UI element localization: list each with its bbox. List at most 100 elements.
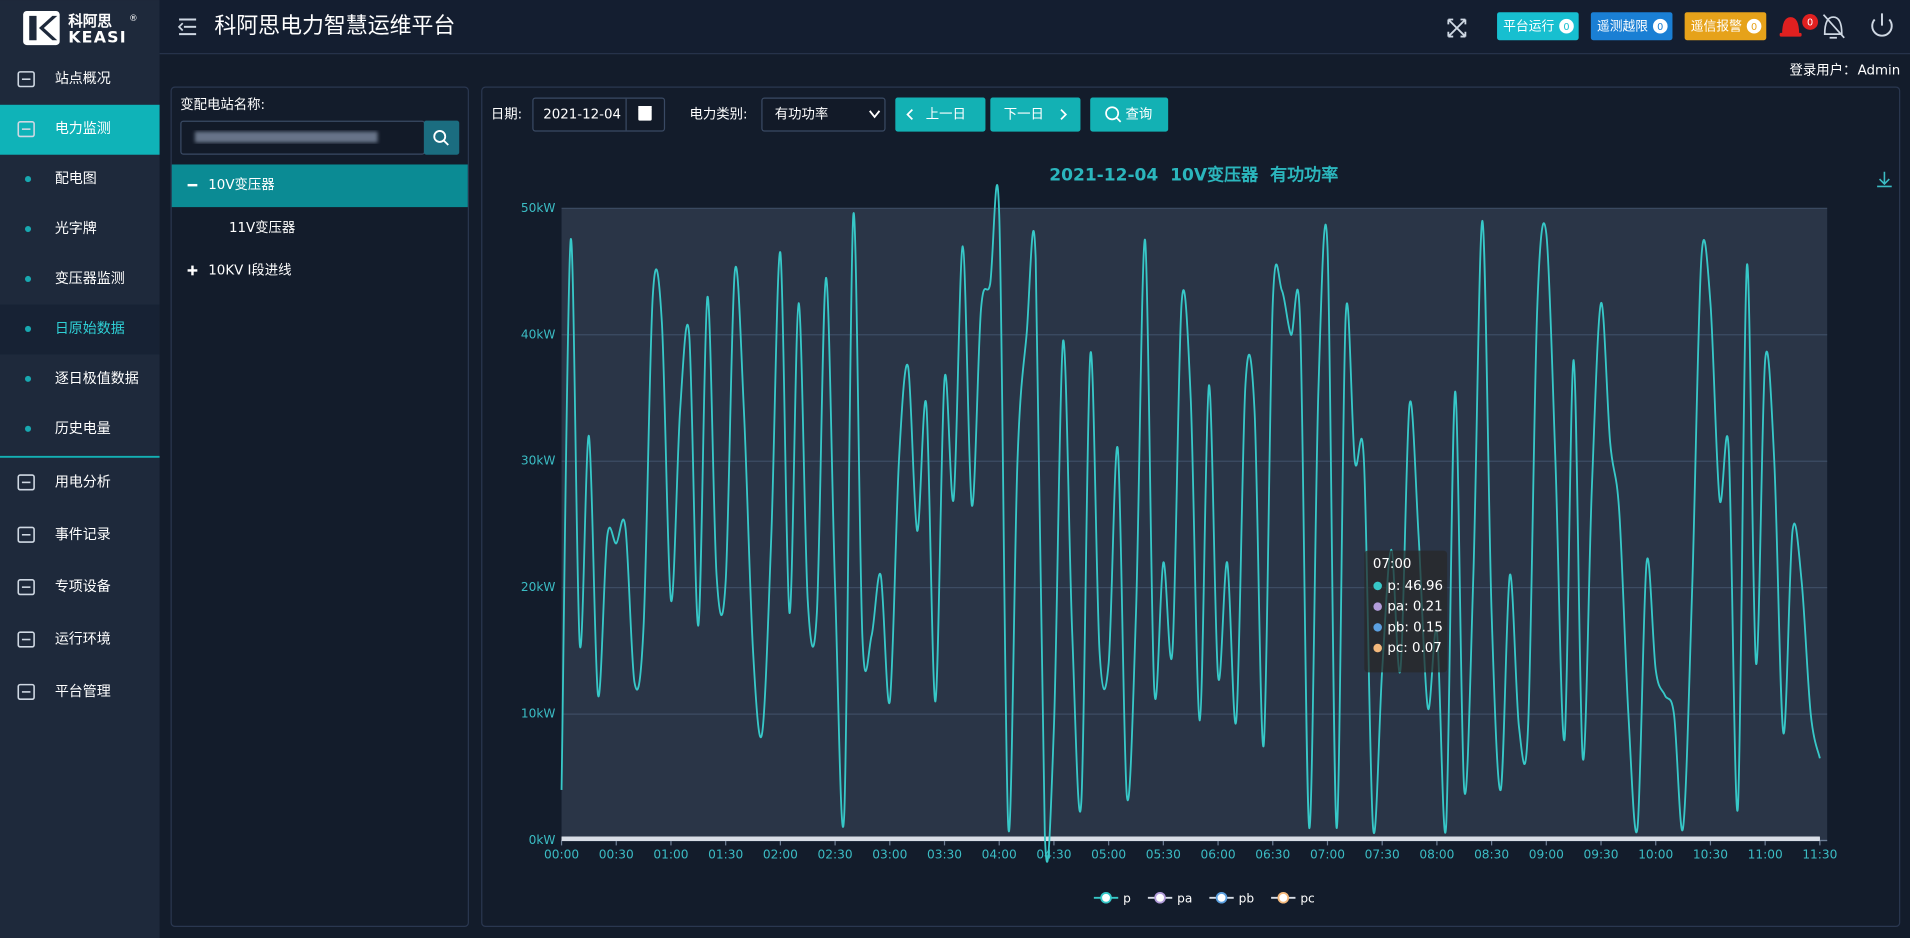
download-button[interactable]	[1877, 171, 1892, 188]
x-tick-label: 11:00	[1748, 848, 1783, 862]
submenu-dot	[24, 225, 32, 233]
type-label: 电力类别:	[689, 107, 747, 123]
submenu-item[interactable]: 光字牌	[55, 220, 97, 237]
user-name: Admin	[1858, 64, 1901, 79]
menu-item[interactable]: 电力监测	[55, 121, 111, 137]
tooltip-dot	[1373, 643, 1382, 653]
tree-node[interactable]: 10KV Ⅰ段进线	[208, 262, 291, 278]
legend-marker	[1215, 891, 1228, 904]
submenu-item[interactable]: 变压器监测	[55, 271, 125, 287]
x-tick-label: 01:00	[653, 848, 688, 862]
query-circle	[1105, 106, 1120, 121]
submenu-item[interactable]: 逐日极值数据	[55, 371, 139, 387]
legend-marker	[1100, 891, 1112, 904]
submenu-item[interactable]: 配电图	[55, 171, 97, 187]
menu-icon	[17, 71, 35, 88]
prev-day-button[interactable]	[895, 97, 986, 132]
tooltip-dot	[1373, 602, 1382, 611]
menu-toggle[interactable]	[177, 18, 197, 36]
alarm-count: 0	[1807, 18, 1813, 29]
x-tick-label: 10:00	[1638, 848, 1673, 862]
legend-marker	[1154, 891, 1166, 904]
query-text: 查询	[1126, 107, 1153, 123]
legend-label[interactable]: p	[1123, 891, 1131, 905]
bell-mute[interactable]	[1822, 14, 1845, 39]
badge-dot	[1559, 18, 1574, 34]
tree-node[interactable]: 10V变压器	[208, 177, 274, 193]
dynamic-layer: 平台运行 0 遥测越限 0 遥信报警 0 站点概况电力监测配电图光字牌变压器监测日原始数据逐…	[0, 12, 1837, 905]
x-tick-label: 04:30	[1036, 848, 1071, 862]
menu-item[interactable]: 专项设备	[55, 578, 111, 595]
submenu-item[interactable]: 日原始数据	[55, 321, 125, 337]
app-title: 科阿思电力智慧运维平台	[214, 14, 455, 39]
submenu-dot	[24, 375, 32, 382]
status-badge[interactable]	[1590, 12, 1673, 41]
prev-day-text: 上一日	[926, 107, 966, 123]
query-button[interactable]	[1090, 97, 1169, 132]
menu-item[interactable]: 用电分析	[55, 474, 111, 490]
y-tick-label: 0kW	[529, 833, 556, 847]
station-search-button[interactable]	[423, 120, 460, 155]
badge-label: 遥信报警	[1691, 18, 1742, 34]
station-panel	[170, 86, 469, 928]
menu-icon	[17, 683, 35, 701]
status-badge[interactable]	[1684, 12, 1767, 41]
bell-icon	[1782, 17, 1800, 35]
tooltip-item: pa: 0.21	[1387, 600, 1442, 615]
badge-label: 遥测越限	[1597, 19, 1648, 34]
menu-icon	[17, 631, 35, 648]
tooltip-item: p: 46.96	[1387, 579, 1443, 594]
x-tick-label: 01:30	[708, 848, 743, 862]
badge-count: 0	[1751, 22, 1757, 33]
query-icon	[1105, 106, 1122, 123]
power-button[interactable]	[1871, 13, 1893, 37]
tooltip-item: pc: 0.07	[1387, 641, 1441, 656]
y-tick-label: 40kW	[521, 327, 556, 341]
date-input[interactable]	[532, 97, 666, 132]
power-icon	[1871, 13, 1893, 37]
submenu-dot	[24, 176, 32, 183]
status-badge[interactable]	[1497, 12, 1579, 41]
type-value: 有功功率	[775, 106, 829, 123]
y-tick-label: 50kW	[521, 201, 556, 215]
legend-label[interactable]: pa	[1177, 891, 1192, 905]
type-select[interactable]	[761, 97, 886, 132]
submenu-dot	[24, 275, 32, 283]
x-tick-label: 00:00	[544, 848, 579, 862]
fullscreen-button[interactable]	[1447, 18, 1467, 38]
next-day-text: 下一日	[1004, 108, 1044, 123]
badge-count: 0	[1657, 22, 1663, 33]
menu-item[interactable]: 站点概况	[55, 71, 111, 87]
x-tick-label: 09:00	[1529, 848, 1564, 862]
next-day-button[interactable]	[990, 97, 1081, 132]
fullscreen-icon	[1447, 18, 1467, 38]
tree-node[interactable]: 11V变压器	[229, 220, 295, 236]
menu-item[interactable]: 事件记录	[55, 527, 111, 543]
tree-node-active[interactable]	[171, 164, 468, 208]
legend-label[interactable]: pc	[1300, 891, 1314, 905]
legend-label[interactable]: pb	[1239, 891, 1255, 905]
logo-registered: ®	[129, 14, 138, 24]
tooltip-item: pb: 0.15	[1387, 620, 1443, 635]
series-line	[560, 184, 1821, 863]
badge-dot	[1652, 18, 1668, 34]
x-tick-label: 02:00	[763, 848, 798, 862]
x-tick-label: 03:30	[927, 848, 962, 862]
station-input-blurred	[194, 131, 378, 143]
calendar-body	[638, 108, 652, 121]
submenu-item[interactable]: 历史电量	[55, 421, 111, 437]
menu-item[interactable]: 平台管理	[55, 684, 111, 700]
bell-alarm[interactable]: 0	[1779, 14, 1819, 37]
x-tick-label: 08:00	[1419, 848, 1454, 862]
date-label: 日期:	[491, 107, 522, 123]
x-tick-label: 04:00	[982, 848, 1017, 862]
select-caret	[869, 110, 881, 119]
menu-item[interactable]: 运行环境	[55, 632, 111, 648]
menu-icon	[17, 526, 35, 543]
x-tick-label: 10:30	[1693, 848, 1728, 862]
calendar-icon[interactable]	[638, 106, 652, 121]
prev-arrow	[906, 109, 913, 121]
